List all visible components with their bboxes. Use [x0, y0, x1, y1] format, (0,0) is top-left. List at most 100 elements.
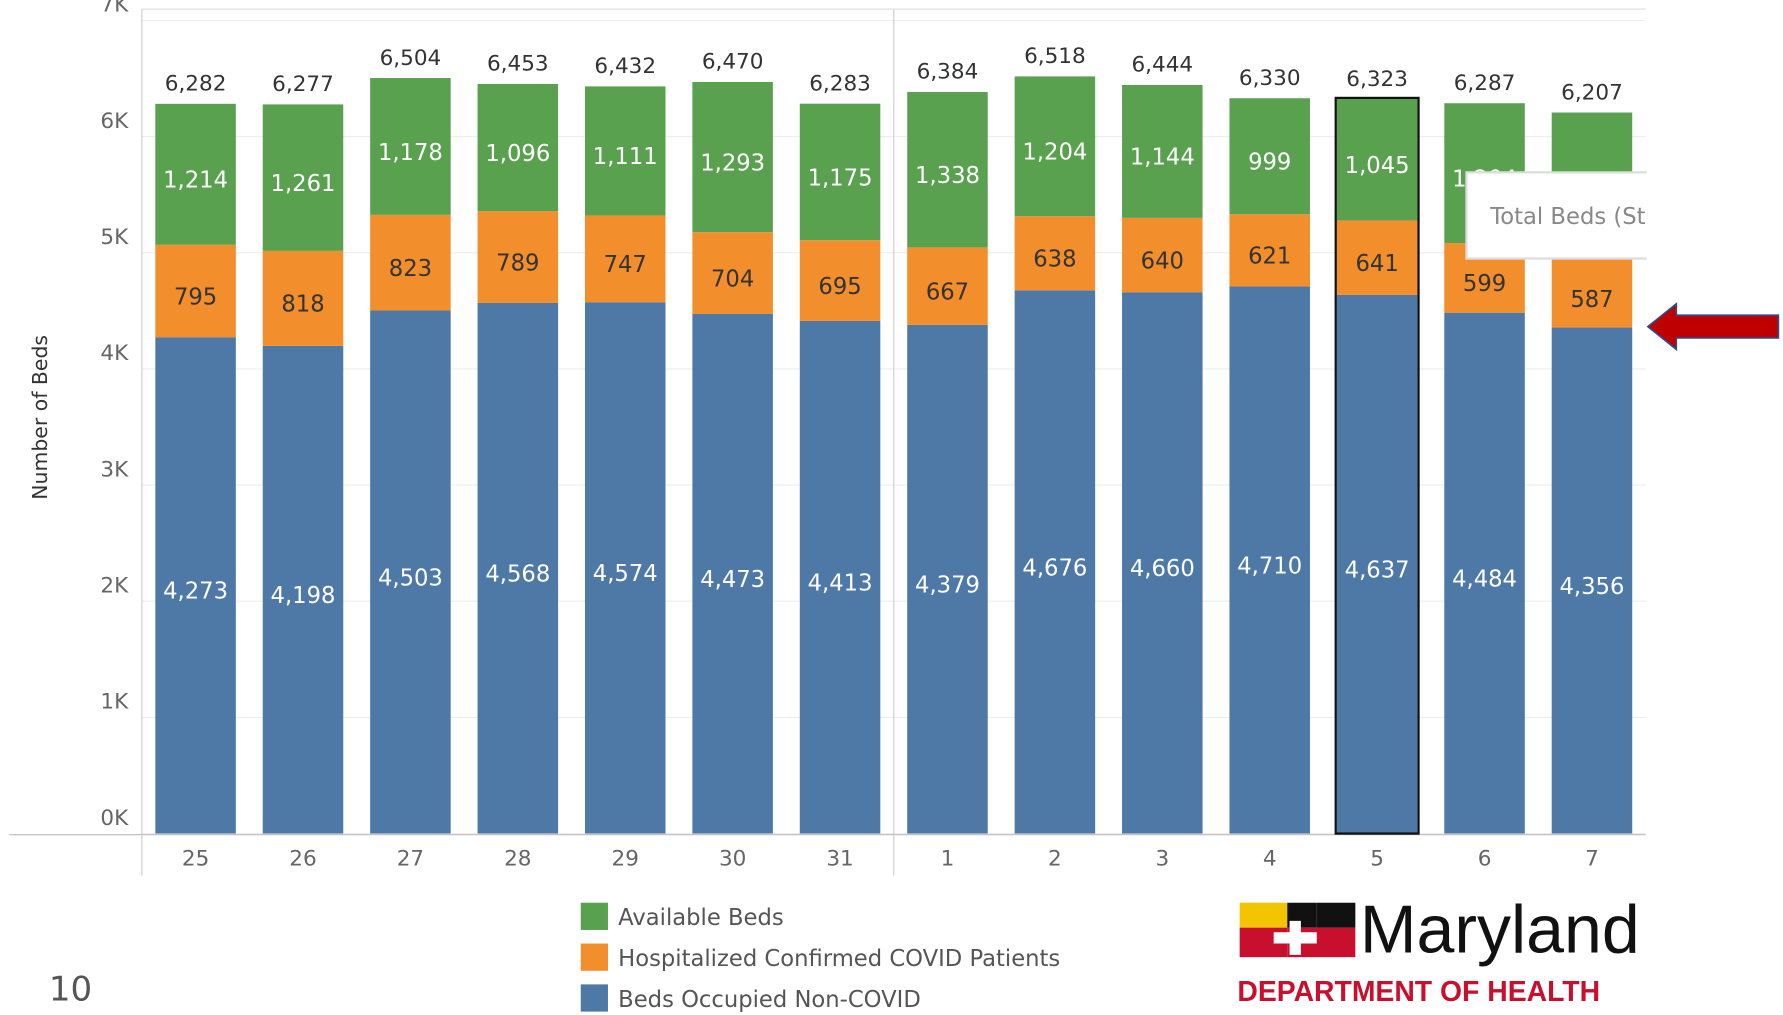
data-label: 4,660 [1130, 556, 1195, 582]
bar-segment [692, 313, 773, 834]
x-tick-label: 29 [612, 847, 639, 872]
logo-name: Maryland [1360, 891, 1640, 967]
data-label: 638 [1033, 247, 1076, 273]
data-label: 1,204 [1022, 140, 1087, 166]
total-label: 6,323 [1346, 67, 1408, 92]
data-label: 795 [174, 284, 217, 310]
page-number: 10 [49, 970, 92, 1010]
legend-swatch [580, 984, 608, 1012]
y-axis-title: Number of Beds [28, 335, 52, 500]
data-label: 4,574 [593, 561, 658, 587]
legend-label: Hospitalized Confirmed COVID Patients [618, 946, 1060, 972]
data-label: 1,144 [1130, 145, 1195, 171]
data-label: 4,568 [485, 562, 550, 588]
data-label: 587 [1570, 287, 1613, 313]
bar-segment [1014, 216, 1096, 291]
data-label: 4,198 [271, 583, 336, 609]
edge-mask [1646, 158, 1780, 273]
selection-outline [1334, 96, 1420, 835]
y-tick-label: 4K [100, 341, 129, 366]
y-tick-label: 2K [100, 573, 129, 598]
y-tick-label: 3K [100, 457, 129, 482]
tooltip-text: Total Beds (St [1489, 204, 1645, 230]
bar-segment [584, 86, 666, 216]
logo-flag [1239, 902, 1288, 928]
data-label: 1,045 [1345, 153, 1410, 179]
data-label: 4,637 [1345, 558, 1410, 584]
data-label: 640 [1141, 248, 1184, 274]
logo-flag [1316, 902, 1356, 928]
bar-segment [584, 215, 666, 303]
x-tick-label: 2 [1048, 847, 1062, 872]
x-tick-label: 31 [826, 847, 853, 872]
bar-segment [155, 244, 236, 338]
data-label: 1,111 [593, 144, 658, 170]
total-label: 6,330 [1239, 66, 1301, 91]
data-label: 667 [926, 279, 969, 305]
y-tick-label: 6K [100, 109, 129, 134]
legend-label: Available Beds [618, 905, 784, 931]
data-label: 4,413 [808, 571, 873, 597]
x-tick-label: 5 [1370, 847, 1384, 872]
data-label: 1,178 [378, 140, 443, 166]
data-label: 1,175 [808, 165, 873, 191]
data-label: 4,273 [163, 579, 228, 605]
total-label: 6,453 [487, 52, 549, 77]
bar-segment [155, 337, 236, 834]
bar-segment [262, 250, 344, 346]
total-label: 6,432 [594, 54, 656, 79]
total-label: 6,518 [1024, 44, 1086, 69]
bar-segment [1336, 294, 1418, 834]
data-label: 999 [1248, 150, 1291, 176]
data-label: 4,676 [1022, 555, 1087, 581]
data-label: 1,338 [915, 163, 980, 189]
data-label: 1,096 [485, 141, 550, 167]
x-tick-label: 26 [289, 847, 316, 872]
arrow [1646, 302, 1780, 352]
total-label: 6,470 [702, 50, 764, 75]
total-label: 6,444 [1131, 53, 1193, 78]
data-label: 695 [818, 274, 861, 300]
total-label: 6,277 [272, 72, 334, 97]
logo: Maryland DEPARTMENT OF HEALTH [1237, 891, 1639, 1007]
bar-segment [1551, 259, 1633, 328]
data-label: 4,473 [700, 567, 765, 593]
data-label: 641 [1355, 251, 1398, 277]
y-tick-label: 5K [100, 225, 129, 250]
x-tick-label: 3 [1155, 847, 1169, 872]
total-label: 6,287 [1454, 71, 1516, 96]
bar-segment [477, 83, 559, 212]
data-label: 4,503 [378, 565, 443, 591]
bar-segment [907, 247, 988, 325]
bar-segment [799, 320, 881, 834]
bar-segment [370, 310, 451, 834]
bar-segment [799, 103, 881, 241]
total-label: 6,384 [917, 60, 979, 85]
bar-segment [1444, 312, 1525, 834]
x-tick-label: 4 [1263, 847, 1277, 872]
bar-segment [370, 78, 451, 215]
data-label: 1,214 [163, 168, 228, 194]
y-tick-label: 0K [100, 806, 129, 831]
bar-segment [692, 232, 773, 314]
data-label: 4,356 [1560, 574, 1625, 600]
data-label: 4,710 [1237, 553, 1302, 579]
legend-swatch [580, 943, 608, 971]
total-label: 6,504 [380, 46, 442, 71]
bar-segment [1229, 98, 1310, 215]
bar-segment [370, 214, 451, 311]
bar-segment [799, 240, 881, 321]
logo-subtitle: DEPARTMENT OF HEALTH [1237, 976, 1600, 1008]
data-label: 4,379 [915, 573, 980, 599]
data-label: 789 [496, 250, 539, 276]
x-tick-label: 27 [397, 847, 424, 872]
bar-segment [262, 104, 344, 251]
data-label: 1,261 [271, 171, 336, 197]
bar-segment [1014, 290, 1096, 834]
bar-segment [1122, 292, 1203, 834]
bar-segment [907, 324, 988, 834]
data-label: 704 [711, 266, 754, 292]
bar-segment [155, 103, 236, 245]
x-tick-label: 30 [719, 847, 746, 872]
